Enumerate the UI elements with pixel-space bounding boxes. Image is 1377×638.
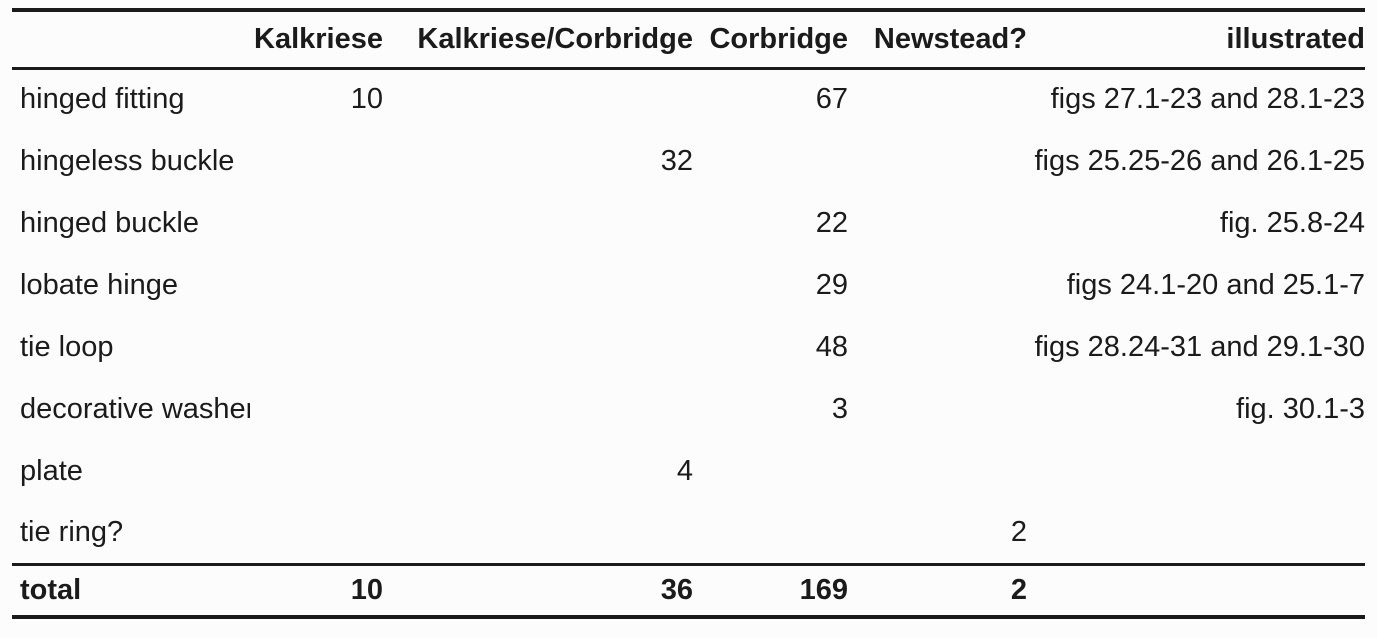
cell-item: hingeless buckle xyxy=(20,144,235,177)
cell-corbridge: 48 xyxy=(815,330,848,363)
cell-illustrated: fig. 25.8-24 xyxy=(1219,206,1365,239)
table-row-decorative-washer: decorative washer 3 fig. 30.1-3 xyxy=(12,378,1365,440)
cell-kalkriese-corbridge xyxy=(383,68,693,130)
cell-item: tie ring? xyxy=(20,515,124,548)
table-row-tie-ring: tie ring? 2 xyxy=(12,502,1365,564)
cell-item: decorative washer xyxy=(20,392,250,425)
cell-kalkriese xyxy=(250,378,383,440)
total-kalkriese: 10 xyxy=(250,562,383,617)
cell-corbridge xyxy=(693,502,848,564)
cell-newstead xyxy=(848,316,1027,378)
cell-illustrated xyxy=(1027,502,1365,564)
cell-corbridge: 22 xyxy=(815,206,848,239)
table-row-hinged-fitting: hinged fitting 10 67 figs 27.1-23 and 28… xyxy=(12,68,1365,130)
total-newstead: 2 xyxy=(848,562,1027,617)
cell-kalkriese-corbridge: 32 xyxy=(660,144,693,177)
cell-item: plate xyxy=(20,454,83,487)
cell-kalkriese-corbridge: 4 xyxy=(676,454,693,487)
header-row: Kalkriese Kalkriese/Corbridge Corbridge … xyxy=(12,10,1365,70)
cell-newstead xyxy=(848,130,1027,192)
header-newstead: Newstead? xyxy=(848,10,1027,70)
cell-kalkriese-corbridge xyxy=(383,192,693,254)
cell-item: lobate hinge xyxy=(20,268,179,301)
header-item-type xyxy=(12,10,250,70)
cell-illustrated: fig. 30.1-3 xyxy=(1236,392,1365,425)
table-row-plate: plate 4 xyxy=(12,440,1365,502)
cell-illustrated: figs 27.1-23 and 28.1-23 xyxy=(1050,83,1365,116)
cell-kalkriese xyxy=(250,254,383,316)
cell-newstead xyxy=(848,68,1027,130)
cell-corbridge: 29 xyxy=(815,268,848,301)
cell-kalkriese xyxy=(250,130,383,192)
total-illustrated xyxy=(1027,562,1365,617)
cell-kalkriese: 10 xyxy=(350,83,383,116)
cell-item: hinged fitting xyxy=(20,83,185,116)
header-kalkriese: Kalkriese xyxy=(250,10,383,70)
cell-kalkriese xyxy=(250,316,383,378)
cell-corbridge xyxy=(693,440,848,502)
cell-kalkriese xyxy=(250,502,383,564)
cell-newstead xyxy=(848,440,1027,502)
header-corbridge: Corbridge xyxy=(693,10,848,70)
cell-corbridge xyxy=(693,130,848,192)
cell-kalkriese-corbridge xyxy=(383,378,693,440)
cell-kalkriese-corbridge xyxy=(383,502,693,564)
table-row-hingeless-buckle: hingeless buckle 32 figs 25.25-26 and 26… xyxy=(12,130,1365,192)
cell-newstead xyxy=(848,254,1027,316)
cell-illustrated: figs 24.1-20 and 25.1-7 xyxy=(1066,268,1365,301)
cell-newstead xyxy=(848,192,1027,254)
table-row-tie-loop: tie loop 48 figs 28.24-31 and 29.1-30 xyxy=(12,316,1365,378)
artefact-type-by-site-table: Kalkriese Kalkriese/Corbridge Corbridge … xyxy=(12,8,1365,619)
total-row: total 10 36 169 2 xyxy=(12,562,1365,617)
cell-item: tie loop xyxy=(20,330,114,363)
total-corbridge: 169 xyxy=(693,562,848,617)
total-kalkriese-corbridge: 36 xyxy=(383,562,693,617)
cell-corbridge: 67 xyxy=(815,83,848,116)
header-illustrated: illustrated xyxy=(1027,10,1365,70)
cell-illustrated xyxy=(1027,440,1365,502)
cell-kalkriese xyxy=(250,440,383,502)
cell-item: hinged buckle xyxy=(20,206,199,239)
cell-newstead: 2 xyxy=(1010,515,1027,548)
table-row-lobate-hinge: lobate hinge 29 figs 24.1-20 and 25.1-7 xyxy=(12,254,1365,316)
header-kalkriese-corbridge: Kalkriese/Corbridge xyxy=(383,10,693,70)
cell-illustrated: figs 25.25-26 and 26.1-25 xyxy=(1034,144,1365,177)
cell-kalkriese-corbridge xyxy=(383,316,693,378)
cell-kalkriese xyxy=(250,192,383,254)
cell-illustrated: figs 28.24-31 and 29.1-30 xyxy=(1034,330,1365,363)
cell-corbridge: 3 xyxy=(831,392,848,425)
total-label: total xyxy=(12,562,250,617)
cell-newstead xyxy=(848,378,1027,440)
cell-kalkriese-corbridge xyxy=(383,254,693,316)
table-row-hinged-buckle: hinged buckle 22 fig. 25.8-24 xyxy=(12,192,1365,254)
